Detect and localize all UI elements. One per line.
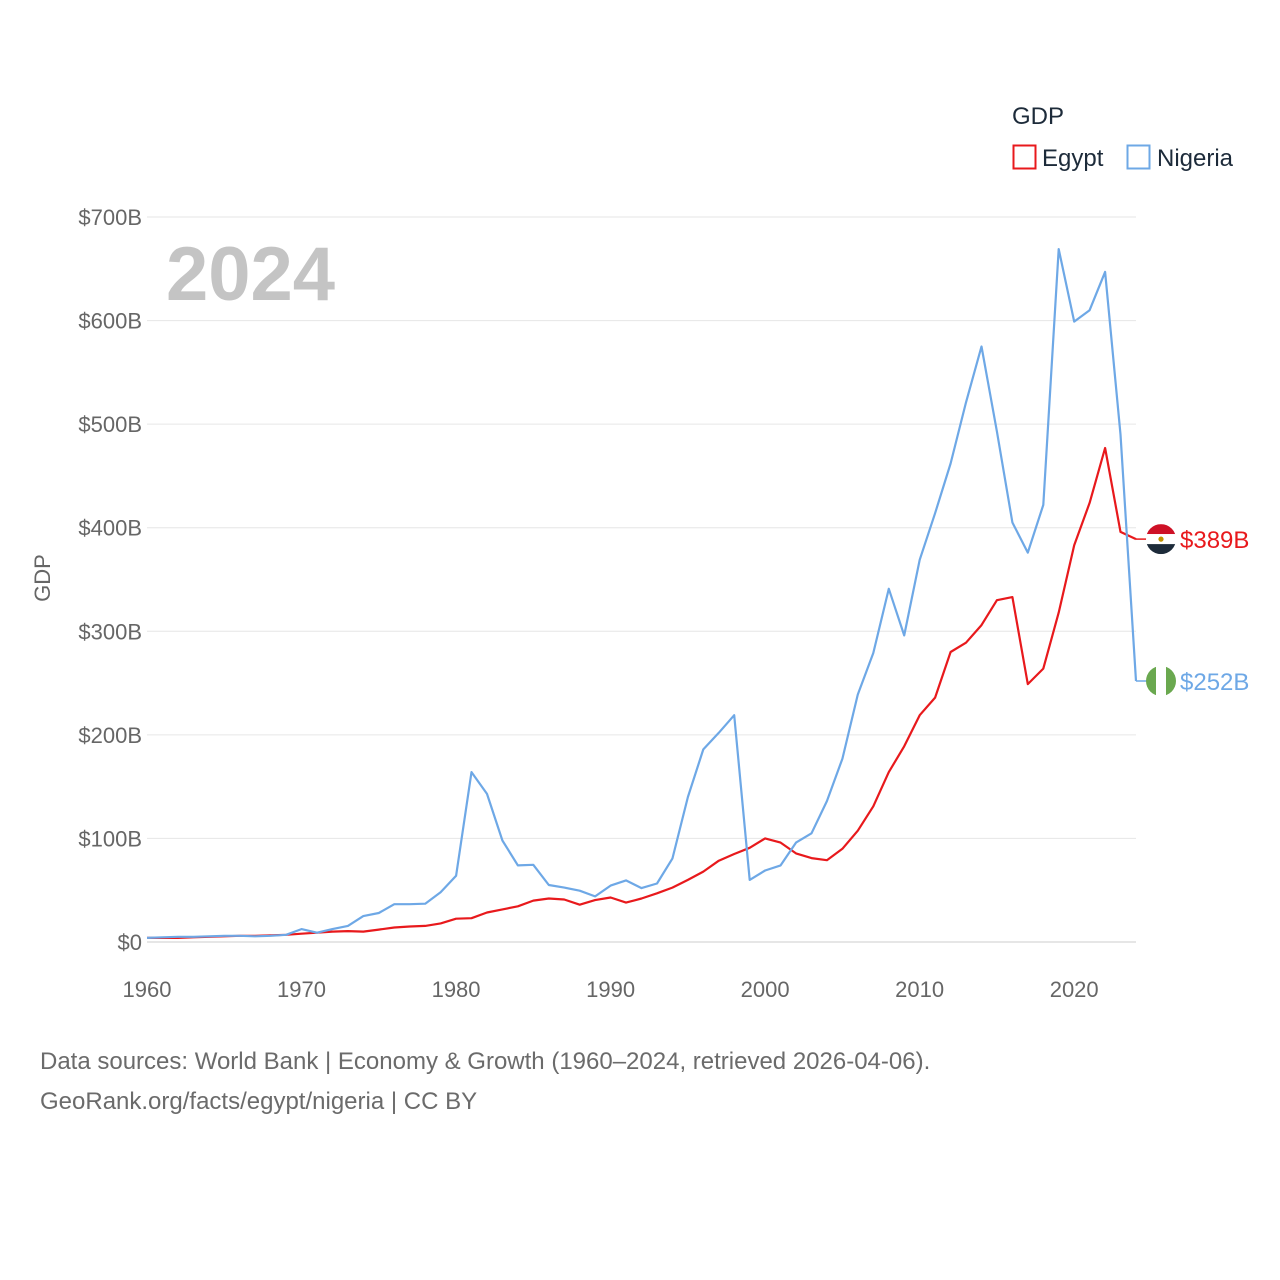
y-tick-label: $200B	[78, 723, 142, 748]
series-lines	[146, 248, 1138, 940]
legend-label-nigeria: Nigeria	[1157, 145, 1234, 172]
footer: Data sources: World Bank | Economy & Gro…	[40, 1042, 930, 1122]
gridlines	[147, 216, 1136, 943]
end-value-label-nigeria: $252B	[1180, 669, 1249, 696]
y-tick-label: $0	[118, 930, 142, 955]
x-tick-label: 1990	[586, 977, 635, 1002]
end-labels: $389B $252B	[1136, 524, 1249, 696]
legend-label-egypt: Egypt	[1042, 145, 1104, 172]
y-axis-label: GDP	[30, 554, 55, 602]
y-tick-label: $500B	[78, 412, 142, 437]
site-attribution-link[interactable]: GeoRank.org/facts/egypt/nigeria | CC BY	[40, 1088, 478, 1115]
x-tick-label: 2020	[1050, 977, 1099, 1002]
x-tick-label: 2010	[895, 977, 944, 1002]
y-tick-label: $100B	[78, 826, 142, 851]
x-tick-label: 2000	[741, 977, 790, 1002]
series-line-nigeria[interactable]	[146, 248, 1138, 939]
y-tick-label: $600B	[78, 309, 142, 334]
legend-item-nigeria[interactable]: Nigeria	[1126, 144, 1234, 172]
legend-title: GDP	[1012, 103, 1064, 130]
nigeria-flag-icon	[1146, 666, 1176, 696]
legend: GDP Egypt Nigeria	[1012, 103, 1234, 172]
x-tick-label: 1970	[277, 977, 326, 1002]
axes: $0 $100B $200B $300B $400B $500B $600B $700B 196…	[78, 205, 1098, 1002]
legend-swatch-nigeria	[1126, 144, 1151, 170]
y-tick-label: $400B	[78, 516, 142, 541]
data-sources-text: Data sources: World Bank | Economy & Gro…	[40, 1048, 931, 1075]
end-value-label-egypt: $389B	[1180, 527, 1249, 554]
series-line-egypt[interactable]	[147, 446, 1137, 940]
x-tick-label: 1980	[432, 977, 481, 1002]
year-watermark: 2024	[166, 232, 335, 317]
y-tick-label: $300B	[78, 619, 142, 644]
y-tick-label: $700B	[78, 205, 142, 230]
x-tick-label: 1960	[123, 977, 172, 1002]
legend-swatch-egypt	[1012, 144, 1037, 170]
legend-item-egypt[interactable]: Egypt	[1012, 144, 1104, 172]
egypt-flag-icon	[1146, 524, 1176, 555]
